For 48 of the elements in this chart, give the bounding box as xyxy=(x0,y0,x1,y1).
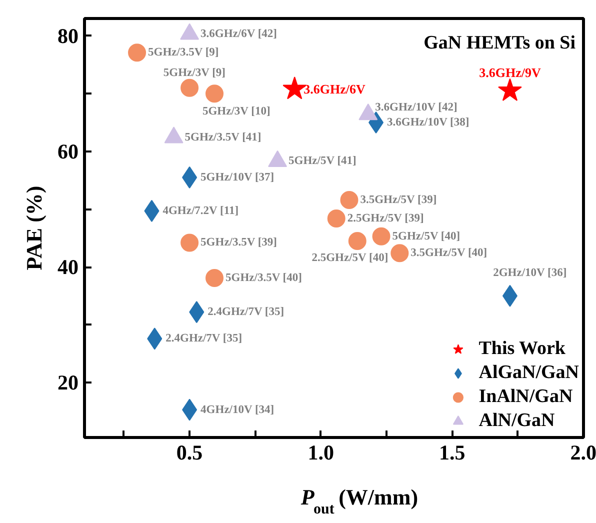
data-label: 5GHz/5V [40] xyxy=(392,230,460,242)
x-tick-label: 2.0 xyxy=(570,440,596,464)
y-axis-title: PAE (%) xyxy=(22,186,46,270)
point xyxy=(180,78,199,97)
point xyxy=(372,227,390,246)
point xyxy=(128,44,146,62)
point xyxy=(327,209,346,228)
x-tick-label: 1.0 xyxy=(308,440,334,464)
data-label: 5GHz/3.5V [39] xyxy=(200,236,278,249)
data-label: 5GHz/3V [10] xyxy=(202,106,270,118)
legend-label: AlN/GaN xyxy=(478,410,555,432)
data-label: 2.5GHz/5V [40] xyxy=(312,252,388,264)
x-tick-label: 1.5 xyxy=(439,440,466,464)
legend-label: AlGaN/GaN xyxy=(478,362,579,384)
data-label: 3.6GHz/6V [42] xyxy=(200,28,278,40)
legend-label: This Work xyxy=(478,338,566,360)
data-label: 5GHz/5V [41] xyxy=(288,155,356,168)
data-label: 2GHz/10V [36] xyxy=(493,266,567,279)
point xyxy=(180,234,199,252)
data-label: 2.5GHz/5V [39] xyxy=(347,212,424,224)
point xyxy=(206,269,224,287)
data-label: 5GHz/3.5V [40] xyxy=(226,272,302,284)
data-label: 5GHz/3V [9] xyxy=(163,66,226,79)
legend-label: InAlN/GaN xyxy=(478,386,573,408)
data-label: 4GHz/7.2V [11] xyxy=(162,204,239,217)
point xyxy=(206,84,224,103)
point xyxy=(340,190,358,209)
point xyxy=(498,78,522,101)
data-label: 3.6GHz/10V [42] xyxy=(375,101,458,114)
point xyxy=(390,244,409,262)
data-label: 3.6GHz/10V [38] xyxy=(387,116,470,129)
point xyxy=(348,232,366,250)
data-label: 3.6GHz/9V xyxy=(479,65,542,80)
data-label: 2.4GHz/7V [35] xyxy=(208,306,284,318)
data-label: 5GHz/3.5V [9] xyxy=(148,46,219,59)
data-label: 5GHz/10V [37] xyxy=(200,171,274,184)
data-label: 2.4GHz/7V [35] xyxy=(166,332,242,345)
data-label: 3.5GHz/5V [40] xyxy=(410,247,488,260)
y-tick-label: 80 xyxy=(58,24,78,48)
x-tick-label: 0.5 xyxy=(176,440,203,464)
y-tick-label: 40 xyxy=(58,255,78,280)
data-label: 4GHz/10V [34] xyxy=(200,404,274,416)
text: GaN HEMTs on Si xyxy=(424,32,576,54)
data-label: 5GHz/3.5V [41] xyxy=(184,132,262,144)
y-tick-label: 60 xyxy=(58,139,78,164)
data-label: 3.5GHz/5V [39] xyxy=(360,194,437,206)
y-tick-label: 20 xyxy=(58,370,78,395)
data-label: 3.6GHz/6V xyxy=(304,82,366,97)
